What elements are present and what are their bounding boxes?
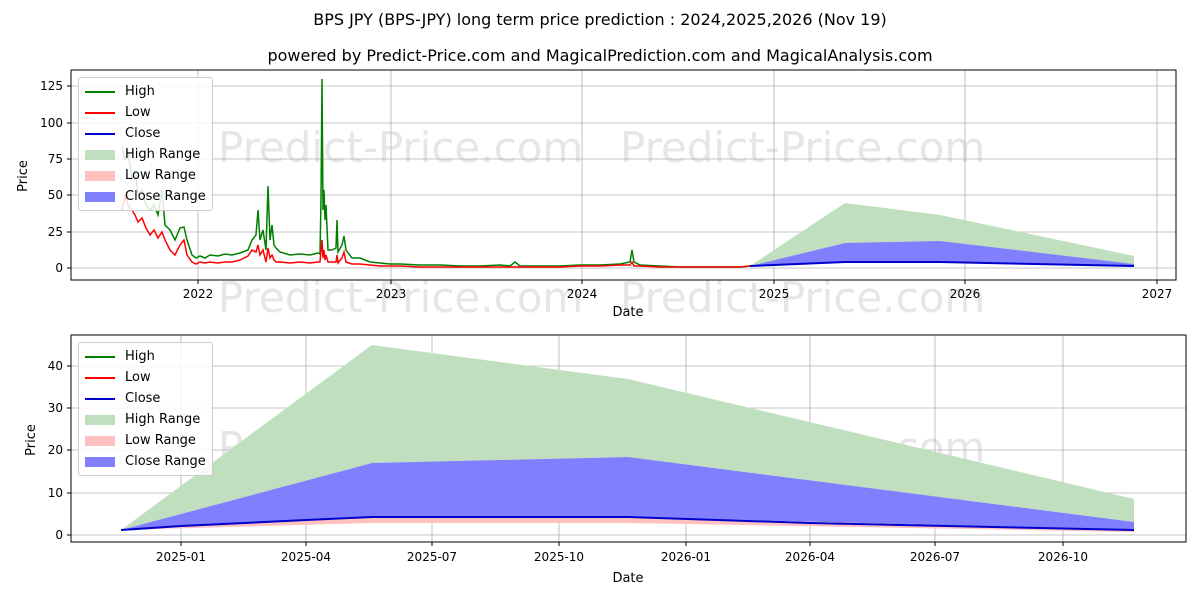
y-tick: 10 bbox=[48, 486, 63, 500]
watermark: Predict-Price.com bbox=[218, 273, 583, 322]
bottom-legend: High Low Close High Range Low Range Clos… bbox=[78, 342, 213, 476]
x-tick: 2022 bbox=[183, 287, 214, 301]
legend-label: Low Range bbox=[125, 433, 196, 448]
y-tick: 30 bbox=[48, 401, 63, 415]
chart-title: BPS JPY (BPS-JPY) long term price predic… bbox=[313, 10, 887, 29]
bottom-y-ticks: 0 10 20 30 40 bbox=[48, 359, 71, 542]
y-tick: 125 bbox=[40, 79, 63, 93]
x-tick: 2026-07 bbox=[910, 550, 960, 564]
x-tick: 2024 bbox=[567, 287, 598, 301]
top-legend: High Low Close High Range Low Range Clos… bbox=[78, 77, 213, 211]
x-tick: 2025-10 bbox=[534, 550, 584, 564]
low-swatch bbox=[85, 376, 115, 379]
y-tick: 20 bbox=[48, 443, 63, 457]
legend-label: Close Range bbox=[125, 189, 206, 204]
y-tick: 0 bbox=[55, 528, 63, 542]
close-line bbox=[749, 261, 1135, 267]
x-tick: 2023 bbox=[376, 287, 407, 301]
x-tick: 2026-10 bbox=[1038, 550, 1088, 564]
low-range-area bbox=[121, 517, 1134, 532]
top-x-ticks: 2022 2023 2024 2025 2026 2027 bbox=[183, 280, 1173, 301]
top-x-axis-label: Date bbox=[612, 305, 643, 320]
high-range-area bbox=[121, 345, 1134, 530]
legend-item-high: High bbox=[85, 346, 206, 367]
low-swatch bbox=[85, 111, 115, 114]
high-line bbox=[121, 78, 751, 268]
x-tick: 2026-04 bbox=[785, 550, 835, 564]
high-range-swatch bbox=[85, 149, 115, 160]
legend-item-high-range: High Range bbox=[85, 144, 206, 165]
legend-item-low: Low bbox=[85, 102, 206, 123]
low-range-swatch bbox=[85, 170, 115, 181]
legend-label: Low Range bbox=[125, 168, 196, 183]
legend-label: Low bbox=[125, 370, 151, 385]
close-range-area bbox=[121, 457, 1134, 530]
top-chart: Predict-Price.com Predict-Price.com Pred… bbox=[16, 69, 1177, 322]
high-range-swatch bbox=[85, 414, 115, 425]
legend-item-high-range: High Range bbox=[85, 409, 206, 430]
bottom-y-axis-label: Price bbox=[24, 424, 39, 456]
watermark: Predict-Price.com bbox=[218, 123, 583, 172]
y-tick: 100 bbox=[40, 116, 63, 130]
top-y-axis-label: Price bbox=[16, 160, 31, 192]
x-tick: 2027 bbox=[1142, 287, 1173, 301]
close-swatch bbox=[85, 132, 115, 135]
x-tick: 2025 bbox=[759, 287, 790, 301]
high-swatch bbox=[85, 355, 115, 358]
legend-label: Low bbox=[125, 105, 151, 120]
legend-label: Close bbox=[125, 391, 161, 406]
legend-label: Close bbox=[125, 126, 161, 141]
y-tick: 50 bbox=[48, 188, 63, 202]
close-swatch bbox=[85, 397, 115, 400]
bottom-chart: Predict-Price.com Predict-Price.com bbox=[24, 334, 1187, 586]
high-range-area bbox=[750, 203, 1134, 266]
legend-item-low-range: Low Range bbox=[85, 430, 206, 451]
y-tick: 40 bbox=[48, 359, 63, 373]
legend-label: High Range bbox=[125, 412, 201, 427]
legend-item-close: Close bbox=[85, 123, 206, 144]
legend-item-low-range: Low Range bbox=[85, 165, 206, 186]
chart-subtitle: powered by Predict-Price.com and Magical… bbox=[267, 46, 933, 65]
bottom-x-axis-label: Date bbox=[612, 571, 643, 586]
watermark: Predict-Price.com bbox=[620, 273, 985, 322]
top-y-ticks: 0 25 50 75 100 125 bbox=[40, 79, 71, 275]
x-tick: 2026-01 bbox=[661, 550, 711, 564]
y-tick: 0 bbox=[55, 261, 63, 275]
bottom-axes-frame bbox=[70, 334, 1187, 543]
low-range-swatch bbox=[85, 435, 115, 446]
close-range-swatch bbox=[85, 456, 115, 467]
x-tick: 2025-04 bbox=[281, 550, 331, 564]
legend-item-low: Low bbox=[85, 367, 206, 388]
legend-label: High Range bbox=[125, 147, 201, 162]
legend-item-close: Close bbox=[85, 388, 206, 409]
x-tick: 2026 bbox=[950, 287, 981, 301]
bottom-x-ticks: 2025-01 2025-04 2025-07 2025-10 2026-01 … bbox=[156, 542, 1088, 564]
close-range-area bbox=[750, 241, 1134, 266]
high-swatch bbox=[85, 90, 115, 93]
low-line bbox=[121, 193, 751, 268]
legend-item-close-range: Close Range bbox=[85, 186, 206, 207]
x-tick: 2025-01 bbox=[156, 550, 206, 564]
y-tick: 25 bbox=[48, 225, 63, 239]
legend-item-close-range: Close Range bbox=[85, 451, 206, 472]
legend-item-high: High bbox=[85, 81, 206, 102]
watermark: Predict-Price.com bbox=[620, 123, 985, 172]
legend-label: High bbox=[125, 349, 155, 364]
legend-label: High bbox=[125, 84, 155, 99]
y-tick: 75 bbox=[48, 152, 63, 166]
legend-label: Close Range bbox=[125, 454, 206, 469]
close-range-swatch bbox=[85, 191, 115, 202]
close-line bbox=[120, 516, 1135, 531]
x-tick: 2025-07 bbox=[407, 550, 457, 564]
top-axes-frame bbox=[70, 69, 1177, 281]
